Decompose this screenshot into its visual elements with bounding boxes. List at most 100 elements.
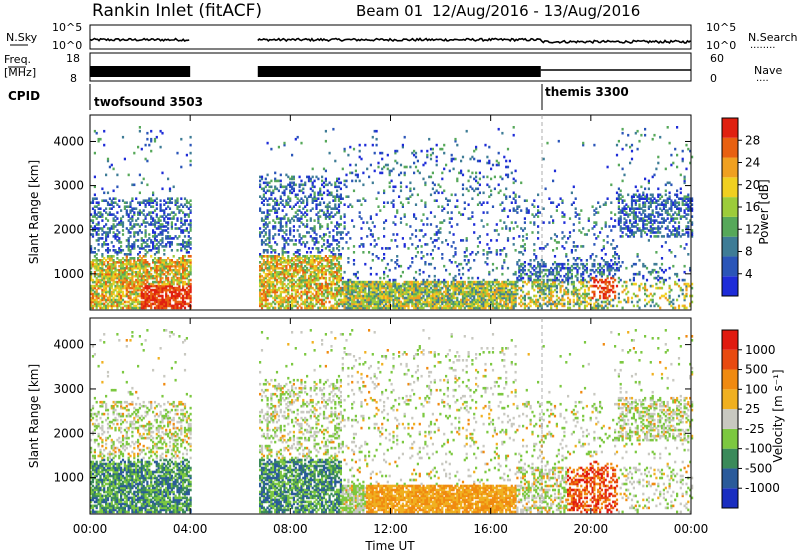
- echo-cell: [332, 215, 335, 218]
- echo-cell: [167, 266, 170, 270]
- echo-cell: [514, 209, 517, 212]
- echo-cell: [279, 219, 282, 222]
- echo-cell: [349, 278, 352, 282]
- echo-cell: [522, 229, 525, 232]
- echo-cell: [187, 304, 190, 308]
- echo-cell: [131, 225, 134, 228]
- echo-cell: [428, 292, 431, 296]
- echo-cell: [93, 129, 96, 133]
- echo-cell: [270, 282, 273, 286]
- echo-cell: [260, 282, 264, 286]
- echo-cell: [277, 255, 280, 258]
- echo-cell: [317, 292, 320, 296]
- echo-cell: [97, 223, 100, 226]
- echo-cell: [439, 221, 442, 224]
- echo-cell: [150, 266, 153, 270]
- echo-cell: [300, 211, 303, 214]
- echo-cell: [505, 282, 508, 286]
- echo-cell: [275, 255, 279, 258]
- echo-cell: [287, 270, 290, 274]
- echo-cell: [311, 167, 314, 171]
- echo-cell: [135, 288, 138, 292]
- echo-cell: [420, 245, 423, 248]
- echo-cell: [133, 304, 136, 308]
- echo-cell: [311, 262, 314, 266]
- echo-cell: [285, 298, 288, 302]
- echo-cell: [463, 294, 466, 298]
- echo-cell: [482, 302, 485, 306]
- echo-cell: [337, 199, 341, 202]
- echo-cell: [450, 300, 453, 304]
- echo-cell: [383, 272, 386, 276]
- echo-cell: [505, 300, 508, 304]
- echo-cell: [313, 197, 316, 200]
- echo-cell: [416, 280, 419, 284]
- echo-cell: [326, 259, 329, 262]
- echo-cell: [411, 300, 414, 304]
- echo-cell: [144, 300, 147, 304]
- echo-cell: [332, 255, 335, 258]
- echo-cell: [279, 257, 282, 260]
- echo-cell: [144, 292, 147, 296]
- echo-cell: [182, 304, 185, 308]
- echo-cell: [144, 304, 147, 308]
- echo-cell: [114, 294, 117, 298]
- echo-cell: [150, 129, 153, 133]
- echo-cell: [165, 304, 168, 308]
- echo-cell: [304, 183, 307, 187]
- echo-cell: [456, 264, 459, 268]
- echo-cell: [388, 292, 391, 296]
- echo-cell: [373, 245, 376, 248]
- echo-cell: [170, 211, 173, 214]
- echo-cell: [309, 270, 312, 274]
- echo-cell: [337, 264, 341, 268]
- echo-cell: [339, 268, 342, 272]
- echo-cell: [125, 245, 128, 248]
- echo-cell: [322, 239, 326, 242]
- echo-cell: [345, 241, 348, 244]
- echo-cell: [287, 259, 290, 262]
- echo-cell: [523, 261, 526, 264]
- echo-cell: [311, 306, 314, 310]
- echo-cell: [144, 225, 147, 228]
- echo-cell: [95, 257, 98, 260]
- echo-cell: [471, 302, 474, 306]
- echo-cell: [512, 227, 515, 230]
- echo-cell: [93, 227, 96, 230]
- echo-cell: [336, 247, 339, 250]
- echo-cell: [328, 282, 331, 286]
- echo-cell: [292, 268, 295, 272]
- echo-cell: [274, 251, 277, 254]
- echo-cell: [471, 280, 474, 284]
- echo-cell: [469, 185, 472, 189]
- echo-cell: [133, 284, 136, 288]
- echo-cell: [356, 294, 359, 298]
- echo-cell: [486, 211, 489, 214]
- echo-cell: [148, 223, 151, 226]
- echo-cell: [396, 288, 399, 292]
- echo-cell: [347, 280, 350, 284]
- echo-cell: [135, 266, 138, 270]
- echo-cell: [152, 294, 155, 298]
- echo-cell: [95, 253, 98, 256]
- echo-cell: [326, 193, 329, 197]
- echo-cell: [168, 259, 172, 262]
- echo-cell: [469, 217, 472, 220]
- echo-cell: [125, 264, 128, 268]
- echo-cell: [467, 217, 470, 220]
- echo-cell: [345, 288, 348, 292]
- echo-cell: [90, 296, 93, 300]
- echo-cell: [360, 203, 363, 206]
- echo-cell: [279, 221, 282, 224]
- echo-cell: [279, 298, 282, 302]
- echo-cell: [366, 304, 369, 308]
- echo-cell: [488, 280, 491, 284]
- freq-tick-bottom: 8: [70, 72, 77, 85]
- echo-cell: [431, 284, 434, 288]
- echo-cell: [469, 306, 472, 310]
- echo-cell: [431, 288, 434, 292]
- echo-cell: [146, 286, 149, 290]
- echo-cell: [398, 284, 401, 288]
- echo-cell: [157, 225, 160, 228]
- echo-cell: [95, 227, 98, 230]
